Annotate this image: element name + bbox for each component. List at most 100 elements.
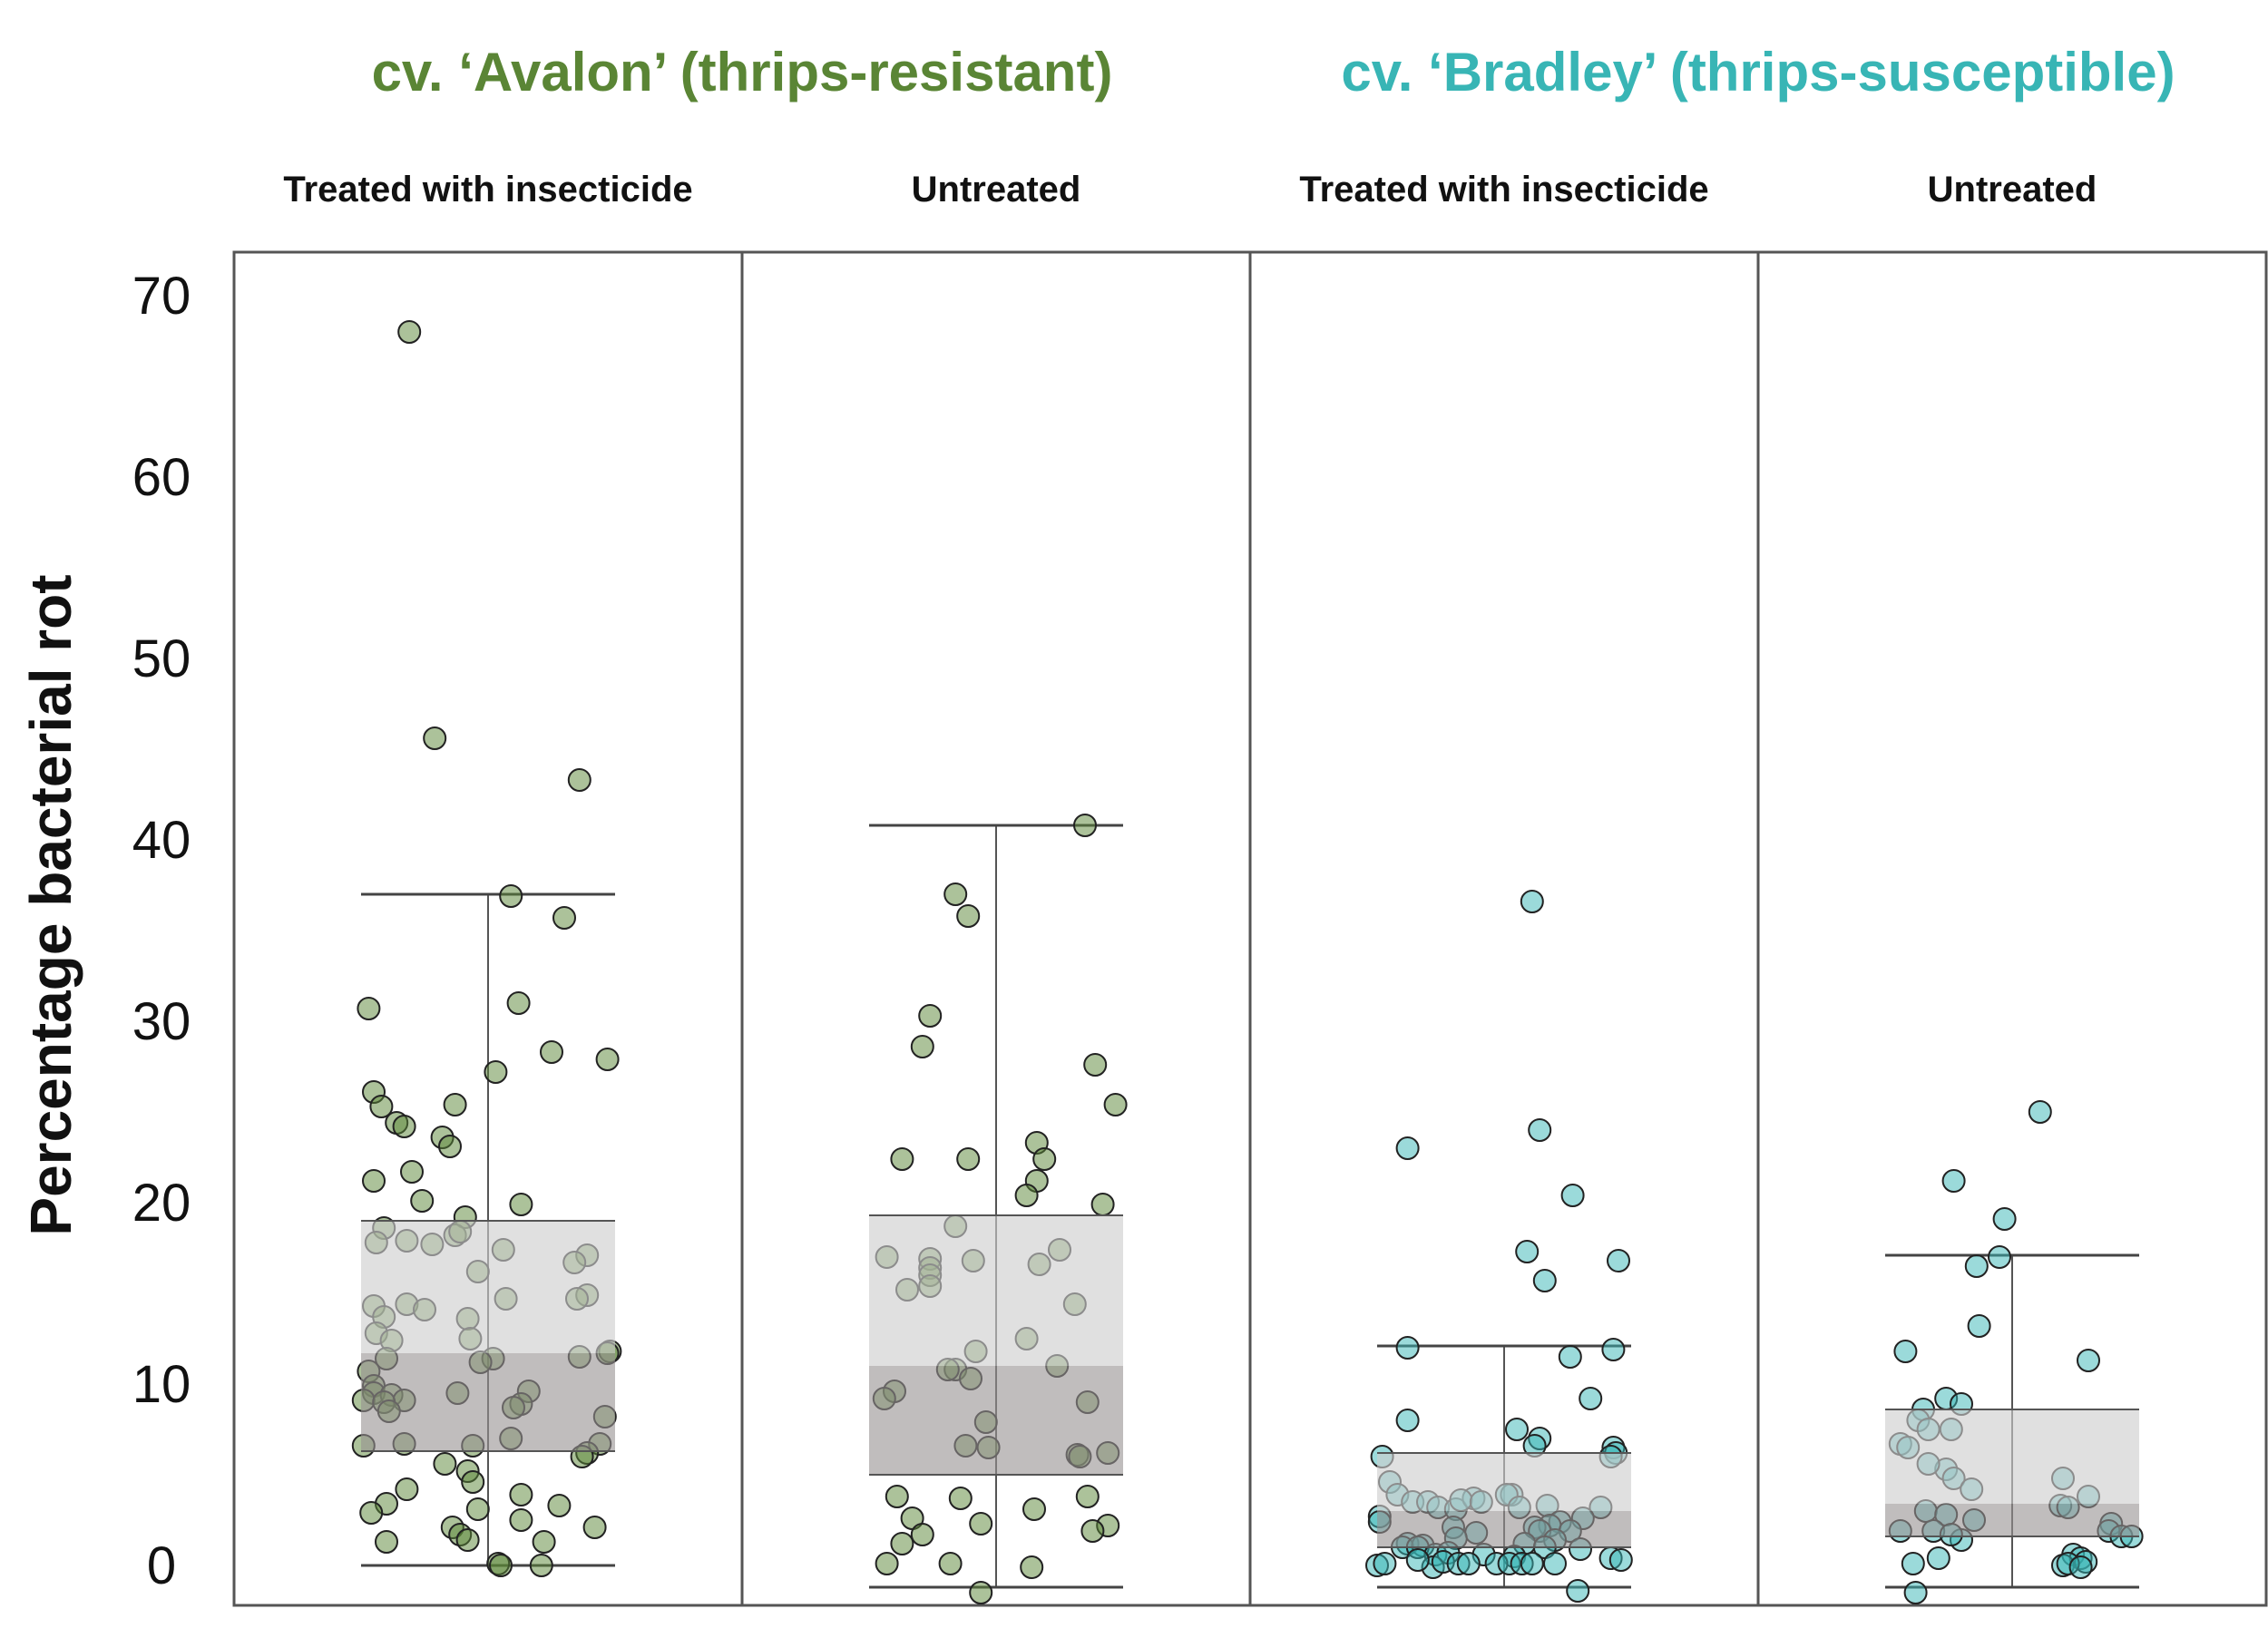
box-lower — [869, 1366, 1123, 1475]
data-point — [362, 1169, 386, 1193]
y-axis-label: Percentage bacterial rot — [18, 574, 83, 1235]
data-point — [910, 1523, 934, 1546]
data-point — [1103, 1093, 1128, 1116]
data-point — [529, 1554, 553, 1577]
data-point — [890, 1147, 914, 1171]
data-point — [397, 320, 422, 344]
data-point — [1901, 1552, 1925, 1575]
box-upper — [1377, 1453, 1631, 1511]
box-upper — [1885, 1409, 2139, 1504]
data-point — [1520, 890, 1544, 913]
data-point — [1083, 1053, 1108, 1077]
data-point — [1022, 1497, 1046, 1521]
data-point — [484, 1060, 508, 1084]
data-point — [461, 1470, 485, 1494]
data-point — [359, 1501, 384, 1525]
panel — [1248, 250, 1760, 1607]
data-point — [509, 1193, 533, 1216]
data-point — [1560, 1184, 1585, 1207]
data-point — [1080, 1519, 1105, 1543]
panel-label: Untreated — [1928, 170, 2097, 210]
data-point — [540, 1040, 563, 1064]
data-point — [1543, 1552, 1567, 1575]
data-point — [1607, 1249, 1630, 1272]
data-point — [2077, 1349, 2100, 1372]
data-point — [1515, 1240, 1540, 1263]
data-point — [438, 1135, 462, 1158]
panel-label: Treated with insecticide — [283, 170, 692, 210]
data-point — [1608, 1548, 1633, 1572]
data-point — [1014, 1184, 1039, 1207]
data-point — [547, 1494, 572, 1517]
data-point — [1558, 1345, 1582, 1369]
data-point — [943, 882, 968, 906]
chart-panels — [232, 250, 2268, 1607]
data-point — [1075, 1485, 1100, 1508]
data-point — [2028, 1100, 2052, 1124]
data-point — [875, 1552, 899, 1575]
data-point — [1032, 1147, 1057, 1171]
y-tick-label: 40 — [132, 811, 191, 870]
panel — [232, 250, 744, 1607]
group-title: cv. ‘Avalon’ (thrips-resistant) — [372, 42, 1113, 102]
data-point — [423, 726, 447, 750]
data-point — [369, 1095, 394, 1118]
group-title: cv. ‘Bradley’ (thrips-susceptible) — [1341, 42, 2175, 102]
data-point — [1967, 1314, 1991, 1338]
data-point — [2068, 1555, 2093, 1579]
data-point — [455, 1528, 480, 1552]
data-point — [1373, 1552, 1397, 1575]
y-tick-label: 10 — [132, 1355, 191, 1414]
y-tick-label: 60 — [132, 448, 191, 507]
data-point — [489, 1554, 513, 1577]
data-point — [400, 1160, 424, 1184]
y-tick-label: 70 — [132, 267, 191, 326]
data-point — [567, 768, 591, 792]
box-lower — [1885, 1504, 2139, 1536]
panel — [1756, 250, 2268, 1607]
data-point — [1395, 1136, 1420, 1160]
data-point — [1395, 1336, 1420, 1360]
box-upper — [869, 1215, 1123, 1366]
panel-label: Untreated — [912, 170, 1081, 210]
data-point — [395, 1477, 419, 1501]
data-point — [506, 991, 531, 1015]
box-lower — [1377, 1511, 1631, 1547]
data-point — [1903, 1581, 1928, 1604]
data-point — [885, 1485, 909, 1508]
panel-label: Treated with insecticide — [1299, 170, 1708, 210]
data-point — [969, 1512, 993, 1536]
data-point — [357, 997, 381, 1020]
y-tick-label: 30 — [132, 992, 191, 1051]
data-point — [1964, 1254, 1989, 1278]
data-point — [1926, 1546, 1950, 1570]
data-point — [375, 1530, 398, 1554]
data-point — [938, 1552, 963, 1575]
data-point — [532, 1530, 556, 1554]
data-point — [1992, 1207, 2017, 1231]
data-point — [918, 1004, 943, 1028]
data-point — [1566, 1579, 1590, 1603]
panel-frame — [1756, 250, 2268, 1607]
data-point — [499, 884, 523, 908]
data-point — [410, 1189, 435, 1213]
data-point — [582, 1516, 607, 1539]
data-point — [890, 1532, 914, 1555]
data-point — [1941, 1169, 1966, 1193]
data-point — [1395, 1409, 1420, 1432]
data-point — [1456, 1552, 1481, 1575]
data-point — [433, 1452, 457, 1476]
data-point — [1528, 1118, 1552, 1142]
data-point — [910, 1035, 934, 1058]
data-point — [1090, 1193, 1115, 1216]
chart-headers: cv. ‘Avalon’ (thrips-resistant) cv. ‘Brad… — [283, 42, 2175, 210]
data-point — [509, 1483, 533, 1506]
data-point — [969, 1581, 993, 1604]
data-point — [956, 904, 981, 928]
data-point — [956, 1147, 981, 1171]
y-tick-label: 50 — [132, 629, 191, 688]
data-point — [595, 1048, 620, 1071]
data-point — [465, 1497, 490, 1521]
box-upper — [361, 1221, 615, 1353]
